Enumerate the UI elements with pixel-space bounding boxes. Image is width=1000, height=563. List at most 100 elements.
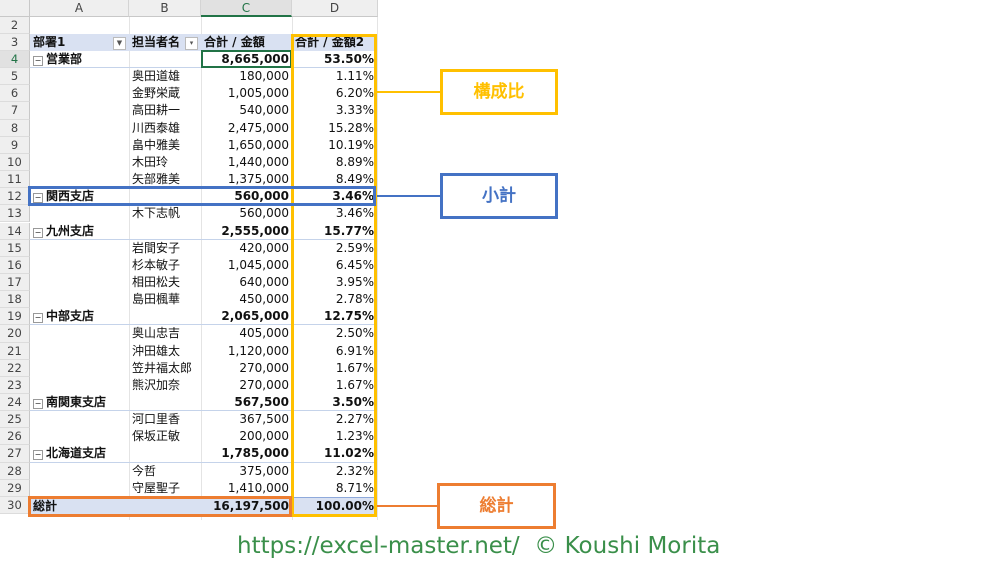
sum-header[interactable]: 合計 / 金額	[201, 34, 292, 52]
person-field-header[interactable]: 担当者名 ▾	[129, 34, 201, 52]
ratio-cell[interactable]: 1.67%	[335, 360, 374, 375]
person-cell[interactable]: 守屋聖子	[132, 480, 181, 495]
person-cell[interactable]: 河口里香	[132, 412, 181, 427]
amount-cell[interactable]: 200,000	[239, 429, 289, 444]
dept-cell[interactable]: − 中部支店	[30, 308, 129, 326]
amount-cell[interactable]: 2,475,000	[227, 120, 289, 135]
row-number[interactable]: 13	[0, 205, 30, 223]
collapse-icon[interactable]: −	[33, 56, 43, 66]
person-cell[interactable]: 川西泰雄	[132, 120, 181, 135]
collapse-icon[interactable]: −	[33, 227, 43, 238]
amount-cell[interactable]: 420,000	[239, 240, 289, 255]
amount-cell[interactable]: 270,000	[239, 377, 289, 392]
row-number[interactable]: 29	[0, 479, 30, 497]
amount-cell[interactable]: 567,500	[201, 394, 292, 412]
person-cell[interactable]: 岩間安子	[132, 240, 181, 255]
ratio-cell[interactable]: 3.95%	[335, 274, 374, 289]
dept-cell[interactable]: − 九州支店	[30, 223, 129, 240]
amount-cell[interactable]: 405,000	[239, 326, 289, 341]
row-number[interactable]: 8	[0, 119, 30, 137]
person-cell[interactable]: 保坂正敏	[132, 429, 181, 444]
amount-cell[interactable]: 2,555,000	[201, 223, 292, 240]
row-number[interactable]: 14	[0, 222, 30, 240]
row-number[interactable]: 22	[0, 359, 30, 377]
ratio-cell[interactable]: 6.91%	[335, 343, 374, 358]
row-number[interactable]: 11	[0, 171, 30, 189]
row-number[interactable]: 30	[0, 496, 30, 515]
row-number[interactable]: 28	[0, 462, 30, 480]
empty-cell[interactable]	[129, 223, 201, 240]
ratio-cell[interactable]: 1.11%	[335, 69, 374, 84]
column-header-a[interactable]: A	[30, 0, 129, 17]
row-number[interactable]: 15	[0, 239, 30, 257]
ratio-cell[interactable]: 6.45%	[335, 257, 374, 272]
row-number[interactable]: 24	[0, 394, 30, 412]
collapse-icon[interactable]: −	[33, 399, 43, 409]
row-number[interactable]: 6	[0, 85, 30, 103]
row-number[interactable]: 16	[0, 256, 30, 274]
ratio-cell[interactable]: 3.33%	[335, 103, 374, 118]
dropdown-icon[interactable]: ▾	[185, 37, 198, 50]
dept-cell[interactable]: − 南関東支店	[30, 394, 129, 412]
column-header-b[interactable]: B	[129, 0, 201, 17]
column-header-d[interactable]: D	[292, 0, 378, 17]
dept-cell[interactable]: − 営業部	[30, 51, 129, 69]
amount-cell[interactable]: 1,410,000	[227, 480, 289, 495]
person-cell[interactable]: 島田楓華	[132, 292, 181, 307]
collapse-icon[interactable]: −	[33, 313, 43, 324]
amount-cell[interactable]: 367,500	[239, 412, 289, 427]
amount-cell[interactable]: 640,000	[239, 274, 289, 289]
row-number[interactable]: 12	[0, 188, 30, 206]
row-number[interactable]: 23	[0, 376, 30, 394]
row-number[interactable]: 2	[0, 17, 30, 35]
ratio-cell[interactable]: 15.77%	[292, 223, 377, 240]
amount-cell[interactable]: 450,000	[239, 292, 289, 307]
amount-cell[interactable]: 2,065,000	[201, 308, 292, 326]
empty-cell[interactable]	[129, 51, 201, 69]
empty-cell[interactable]	[129, 308, 201, 326]
dept-cell[interactable]: − 北海道支店	[30, 445, 129, 463]
amount-cell[interactable]: 270,000	[239, 360, 289, 375]
person-cell[interactable]: 畠中雅美	[132, 137, 181, 152]
collapse-icon[interactable]: −	[33, 450, 43, 461]
ratio-cell[interactable]: 1.67%	[335, 377, 374, 392]
person-cell[interactable]: 奥山忠吉	[132, 326, 181, 341]
ratio-cell[interactable]: 3.46%	[335, 206, 374, 221]
amount-cell[interactable]: 1,650,000	[227, 137, 289, 152]
person-cell[interactable]: 沖田雄太	[132, 343, 181, 358]
amount-cell[interactable]: 180,000	[239, 69, 289, 84]
row-number[interactable]: 3	[0, 34, 30, 52]
amount-cell[interactable]: 16,197,500	[201, 496, 292, 515]
ratio-cell[interactable]: 100.00%	[292, 496, 377, 515]
ratio-cell[interactable]: 10.19%	[328, 137, 374, 152]
ratio-cell[interactable]: 11.02%	[292, 445, 377, 463]
person-cell[interactable]: 杉本敏子	[132, 257, 181, 272]
person-cell[interactable]: 熊沢加奈	[132, 377, 181, 392]
row-number[interactable]: 7	[0, 102, 30, 120]
person-cell[interactable]: 高田耕一	[132, 103, 181, 118]
ratio-cell[interactable]: 8.71%	[335, 480, 374, 495]
ratio-cell[interactable]: 2.59%	[335, 240, 374, 255]
ratio-cell[interactable]: 3.50%	[292, 394, 377, 412]
empty-cell[interactable]	[129, 445, 201, 463]
ratio-cell[interactable]: 2.27%	[335, 412, 374, 427]
amount-cell[interactable]: 1,440,000	[227, 154, 289, 169]
ratio-cell[interactable]: 53.50%	[292, 51, 377, 69]
row-number[interactable]: 5	[0, 68, 30, 86]
person-cell[interactable]: 笠井福太郎	[132, 360, 193, 375]
ratio-cell[interactable]: 2.32%	[335, 463, 374, 478]
collapse-icon[interactable]: −	[33, 193, 43, 204]
row-number[interactable]: 10	[0, 153, 30, 172]
amount-cell[interactable]: 375,000	[239, 463, 289, 478]
ratio-cell[interactable]: 8.49%	[335, 172, 374, 187]
row-number[interactable]: 17	[0, 273, 30, 292]
row-number[interactable]: 9	[0, 136, 30, 154]
filter-dropdown-icon[interactable]: ▼	[113, 37, 126, 50]
dept-field-header[interactable]: 部署1 ▼	[30, 34, 129, 52]
row-number[interactable]: 27	[0, 445, 30, 463]
row-number[interactable]: 21	[0, 342, 30, 360]
row-number[interactable]: 25	[0, 411, 30, 429]
person-cell[interactable]: 木田玲	[132, 154, 169, 169]
row-number[interactable]: 20	[0, 325, 30, 343]
ratio-cell[interactable]: 12.75%	[292, 308, 377, 326]
